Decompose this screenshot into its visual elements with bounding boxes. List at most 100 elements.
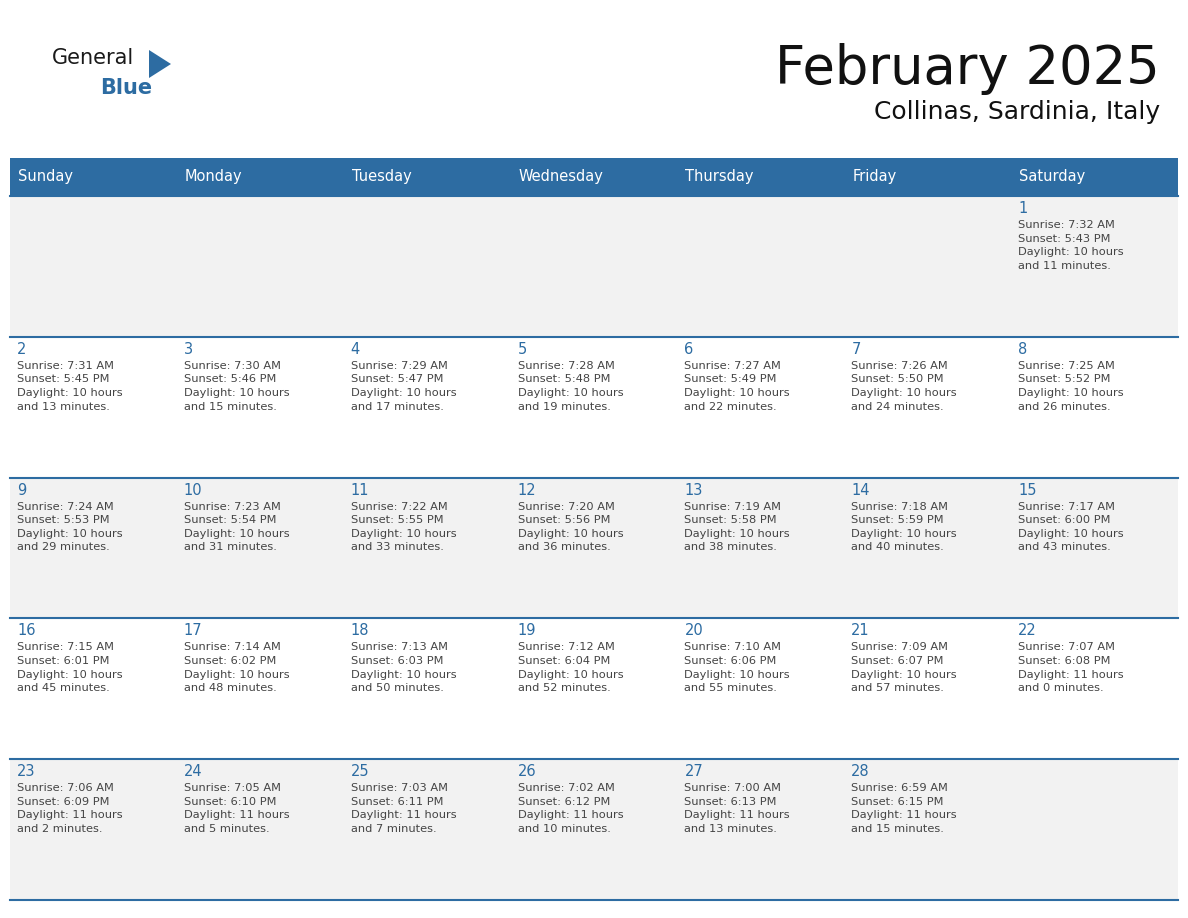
Bar (10, 158, 1178, 196)
Bar (1011, 619, 1178, 759)
Bar (511, 619, 677, 759)
Bar (845, 619, 1011, 759)
Bar (343, 337, 511, 477)
Bar (511, 196, 677, 337)
Text: Sunrise: 7:28 AM
Sunset: 5:48 PM
Daylight: 10 hours
and 19 minutes.: Sunrise: 7:28 AM Sunset: 5:48 PM Dayligh… (518, 361, 624, 411)
Text: 15: 15 (1018, 483, 1037, 498)
Text: Sunrise: 7:06 AM
Sunset: 6:09 PM
Daylight: 11 hours
and 2 minutes.: Sunrise: 7:06 AM Sunset: 6:09 PM Dayligh… (17, 783, 122, 834)
Text: Sunrise: 7:30 AM
Sunset: 5:46 PM
Daylight: 10 hours
and 15 minutes.: Sunrise: 7:30 AM Sunset: 5:46 PM Dayligh… (184, 361, 290, 411)
Text: Sunrise: 7:27 AM
Sunset: 5:49 PM
Daylight: 10 hours
and 22 minutes.: Sunrise: 7:27 AM Sunset: 5:49 PM Dayligh… (684, 361, 790, 411)
Bar (10, 759, 177, 900)
Text: Sunrise: 7:31 AM
Sunset: 5:45 PM
Daylight: 10 hours
and 13 minutes.: Sunrise: 7:31 AM Sunset: 5:45 PM Dayligh… (17, 361, 122, 411)
Text: 6: 6 (684, 341, 694, 357)
Bar (1011, 196, 1178, 337)
Bar (511, 337, 677, 477)
Bar (511, 477, 677, 619)
Bar (1011, 477, 1178, 619)
Text: 23: 23 (17, 764, 36, 779)
Text: Sunrise: 7:13 AM
Sunset: 6:03 PM
Daylight: 10 hours
and 50 minutes.: Sunrise: 7:13 AM Sunset: 6:03 PM Dayligh… (350, 643, 456, 693)
Text: February 2025: February 2025 (776, 43, 1159, 95)
Bar (677, 477, 845, 619)
Text: Wednesday: Wednesday (519, 170, 604, 185)
Bar (1011, 337, 1178, 477)
Text: 14: 14 (852, 483, 870, 498)
Text: 2: 2 (17, 341, 26, 357)
Text: 22: 22 (1018, 623, 1037, 638)
Bar (177, 759, 343, 900)
Bar (1011, 759, 1178, 900)
Text: Collinas, Sardinia, Italy: Collinas, Sardinia, Italy (874, 100, 1159, 124)
Bar (343, 477, 511, 619)
Text: Sunrise: 7:09 AM
Sunset: 6:07 PM
Daylight: 10 hours
and 57 minutes.: Sunrise: 7:09 AM Sunset: 6:07 PM Dayligh… (852, 643, 956, 693)
Text: 28: 28 (852, 764, 870, 779)
Text: Sunrise: 7:22 AM
Sunset: 5:55 PM
Daylight: 10 hours
and 33 minutes.: Sunrise: 7:22 AM Sunset: 5:55 PM Dayligh… (350, 501, 456, 553)
Text: 9: 9 (17, 483, 26, 498)
Text: Sunday: Sunday (18, 170, 72, 185)
Bar (343, 619, 511, 759)
Text: 21: 21 (852, 623, 870, 638)
Bar (343, 196, 511, 337)
Text: Sunrise: 7:23 AM
Sunset: 5:54 PM
Daylight: 10 hours
and 31 minutes.: Sunrise: 7:23 AM Sunset: 5:54 PM Dayligh… (184, 501, 290, 553)
Text: Sunrise: 7:20 AM
Sunset: 5:56 PM
Daylight: 10 hours
and 36 minutes.: Sunrise: 7:20 AM Sunset: 5:56 PM Dayligh… (518, 501, 624, 553)
Text: 27: 27 (684, 764, 703, 779)
Text: Sunrise: 7:32 AM
Sunset: 5:43 PM
Daylight: 10 hours
and 11 minutes.: Sunrise: 7:32 AM Sunset: 5:43 PM Dayligh… (1018, 220, 1124, 271)
Text: 16: 16 (17, 623, 36, 638)
Text: 8: 8 (1018, 341, 1028, 357)
Text: 20: 20 (684, 623, 703, 638)
Text: Sunrise: 7:00 AM
Sunset: 6:13 PM
Daylight: 11 hours
and 13 minutes.: Sunrise: 7:00 AM Sunset: 6:13 PM Dayligh… (684, 783, 790, 834)
Text: Saturday: Saturday (1019, 170, 1086, 185)
Bar (677, 337, 845, 477)
Bar (845, 759, 1011, 900)
Text: Sunrise: 7:17 AM
Sunset: 6:00 PM
Daylight: 10 hours
and 43 minutes.: Sunrise: 7:17 AM Sunset: 6:00 PM Dayligh… (1018, 501, 1124, 553)
Text: Sunrise: 7:18 AM
Sunset: 5:59 PM
Daylight: 10 hours
and 40 minutes.: Sunrise: 7:18 AM Sunset: 5:59 PM Dayligh… (852, 501, 956, 553)
Bar (177, 619, 343, 759)
Text: 25: 25 (350, 764, 369, 779)
Text: Thursday: Thursday (685, 170, 754, 185)
Text: 3: 3 (184, 341, 192, 357)
Text: 24: 24 (184, 764, 202, 779)
Text: Tuesday: Tuesday (352, 170, 411, 185)
Bar (845, 196, 1011, 337)
Text: General: General (52, 48, 134, 68)
Text: Sunrise: 7:29 AM
Sunset: 5:47 PM
Daylight: 10 hours
and 17 minutes.: Sunrise: 7:29 AM Sunset: 5:47 PM Dayligh… (350, 361, 456, 411)
Bar (177, 337, 343, 477)
Text: 12: 12 (518, 483, 536, 498)
Bar (511, 759, 677, 900)
Text: Sunrise: 7:14 AM
Sunset: 6:02 PM
Daylight: 10 hours
and 48 minutes.: Sunrise: 7:14 AM Sunset: 6:02 PM Dayligh… (184, 643, 290, 693)
Text: 18: 18 (350, 623, 369, 638)
Text: 10: 10 (184, 483, 202, 498)
Text: Sunrise: 7:12 AM
Sunset: 6:04 PM
Daylight: 10 hours
and 52 minutes.: Sunrise: 7:12 AM Sunset: 6:04 PM Dayligh… (518, 643, 624, 693)
Bar (845, 477, 1011, 619)
Text: 26: 26 (518, 764, 536, 779)
Text: 1: 1 (1018, 201, 1028, 216)
Text: Sunrise: 7:05 AM
Sunset: 6:10 PM
Daylight: 11 hours
and 5 minutes.: Sunrise: 7:05 AM Sunset: 6:10 PM Dayligh… (184, 783, 290, 834)
Text: Sunrise: 7:02 AM
Sunset: 6:12 PM
Daylight: 11 hours
and 10 minutes.: Sunrise: 7:02 AM Sunset: 6:12 PM Dayligh… (518, 783, 624, 834)
Bar (10, 619, 177, 759)
Bar (177, 477, 343, 619)
Text: Sunrise: 7:07 AM
Sunset: 6:08 PM
Daylight: 11 hours
and 0 minutes.: Sunrise: 7:07 AM Sunset: 6:08 PM Dayligh… (1018, 643, 1124, 693)
Text: Monday: Monday (185, 170, 242, 185)
Text: 19: 19 (518, 623, 536, 638)
Bar (10, 337, 177, 477)
Bar (677, 619, 845, 759)
Text: Sunrise: 7:15 AM
Sunset: 6:01 PM
Daylight: 10 hours
and 45 minutes.: Sunrise: 7:15 AM Sunset: 6:01 PM Dayligh… (17, 643, 122, 693)
Text: Friday: Friday (852, 170, 897, 185)
Text: Sunrise: 7:25 AM
Sunset: 5:52 PM
Daylight: 10 hours
and 26 minutes.: Sunrise: 7:25 AM Sunset: 5:52 PM Dayligh… (1018, 361, 1124, 411)
Text: 5: 5 (518, 341, 526, 357)
Text: Sunrise: 7:03 AM
Sunset: 6:11 PM
Daylight: 11 hours
and 7 minutes.: Sunrise: 7:03 AM Sunset: 6:11 PM Dayligh… (350, 783, 456, 834)
Bar (677, 196, 845, 337)
Text: 11: 11 (350, 483, 369, 498)
Text: Sunrise: 7:19 AM
Sunset: 5:58 PM
Daylight: 10 hours
and 38 minutes.: Sunrise: 7:19 AM Sunset: 5:58 PM Dayligh… (684, 501, 790, 553)
Text: Sunrise: 7:10 AM
Sunset: 6:06 PM
Daylight: 10 hours
and 55 minutes.: Sunrise: 7:10 AM Sunset: 6:06 PM Dayligh… (684, 643, 790, 693)
Bar (845, 337, 1011, 477)
Text: 13: 13 (684, 483, 703, 498)
Polygon shape (148, 50, 171, 78)
Text: Sunrise: 6:59 AM
Sunset: 6:15 PM
Daylight: 11 hours
and 15 minutes.: Sunrise: 6:59 AM Sunset: 6:15 PM Dayligh… (852, 783, 956, 834)
Text: 7: 7 (852, 341, 860, 357)
Text: Sunrise: 7:24 AM
Sunset: 5:53 PM
Daylight: 10 hours
and 29 minutes.: Sunrise: 7:24 AM Sunset: 5:53 PM Dayligh… (17, 501, 122, 553)
Text: 17: 17 (184, 623, 202, 638)
Bar (10, 477, 177, 619)
Bar (10, 196, 177, 337)
Bar (677, 759, 845, 900)
Text: 4: 4 (350, 341, 360, 357)
